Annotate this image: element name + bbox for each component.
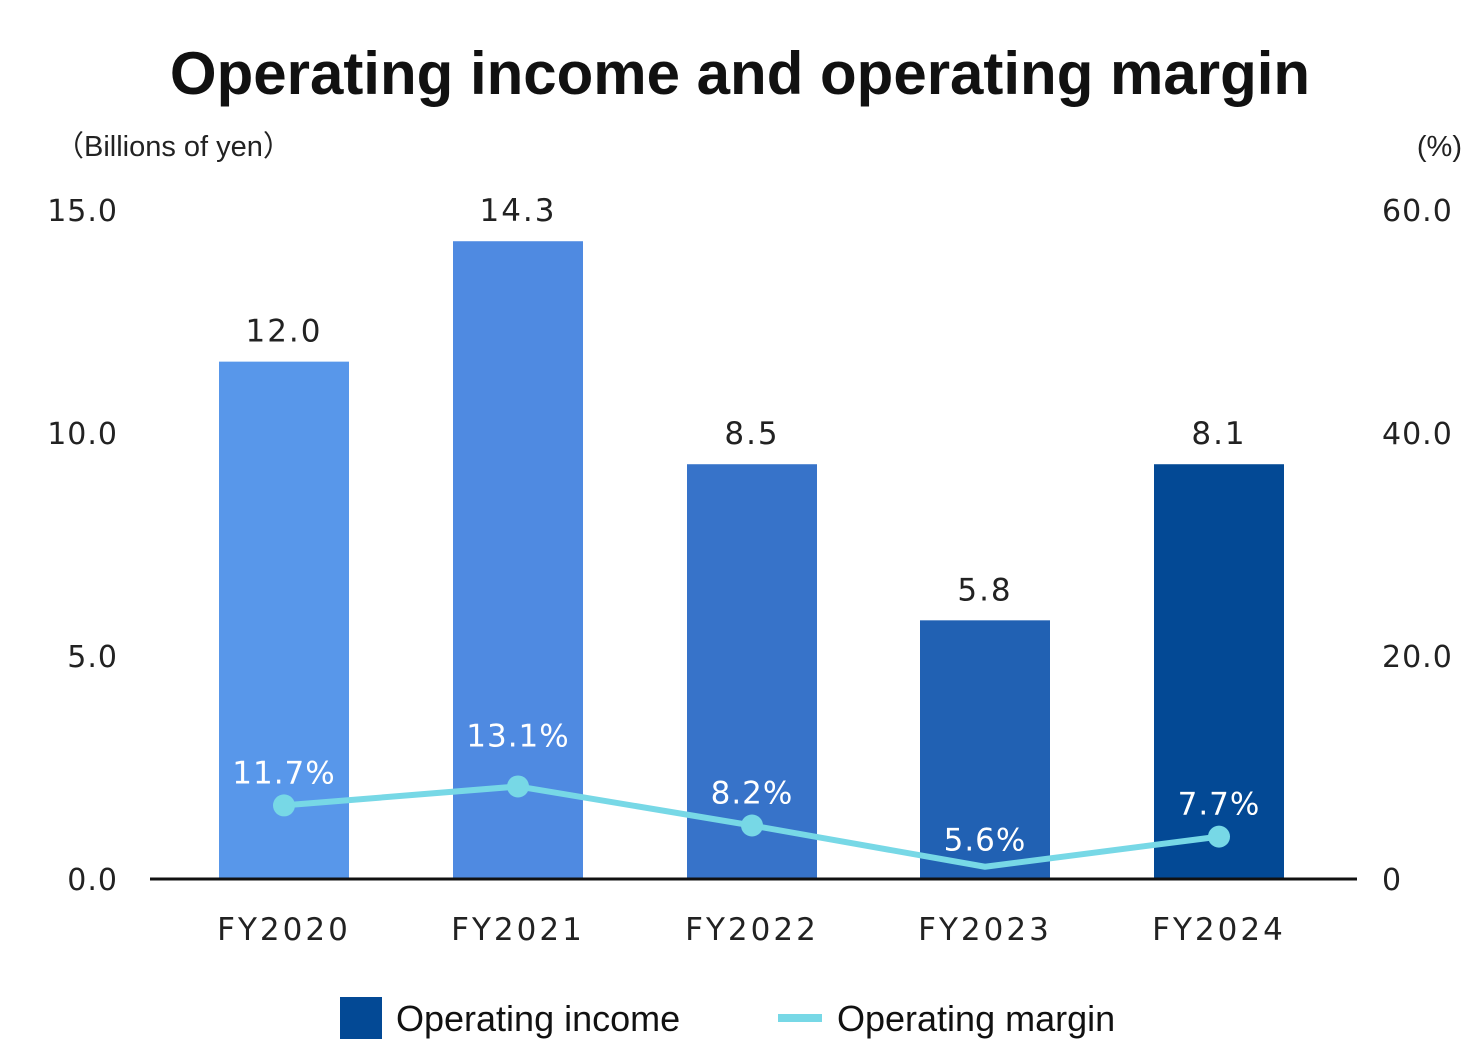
operating-income-labels: 12.0 14.3 8.5 5.8 8.1: [245, 193, 1246, 608]
operating-margin-point: [273, 794, 295, 817]
right-tick-label: 40.0: [1382, 417, 1453, 452]
left-tick-label: 15.0: [47, 194, 118, 229]
right-axis-ticks: 0 20.0 40.0 60.0: [1382, 194, 1453, 898]
category-labels: FY2020 FY2021 FY2022 FY2023 FY2024: [217, 912, 1286, 948]
chart-title: Operating income and operating margin: [170, 40, 1310, 107]
operating-margin-point: [1208, 825, 1230, 848]
category-label: FY2021: [451, 912, 585, 948]
legend-label-operating-income: Operating income: [396, 998, 680, 1039]
category-label: FY2022: [685, 912, 819, 948]
left-axis-unit: （Billions of yen）: [55, 131, 292, 163]
legend-swatch-operating-income: [340, 997, 382, 1039]
right-tick-label: 60.0: [1382, 194, 1453, 229]
left-tick-label: 0.0: [67, 863, 118, 898]
right-axis-unit: (%): [1417, 131, 1462, 163]
right-tick-label: 20.0: [1382, 640, 1453, 675]
operating-margin-point: [507, 775, 529, 798]
right-tick-label: 0: [1382, 863, 1402, 898]
operating-margin-point: [741, 814, 763, 837]
bar-value-label: 14.3: [479, 193, 556, 229]
left-tick-label: 10.0: [47, 417, 118, 452]
operating-margin-label: 5.6%: [944, 823, 1027, 859]
operating-income-bars: [219, 241, 1284, 880]
bar-value-label: 12.0: [245, 314, 322, 350]
operating-margin-series: 11.7% 13.1% 8.2% 5.6% 7.7%: [232, 718, 1261, 870]
left-axis-ticks: 0.0 5.0 10.0 15.0: [47, 194, 118, 898]
bar-fy2023: [920, 620, 1050, 879]
bar-fy2024: [1154, 464, 1284, 879]
operating-margin-label: 11.7%: [232, 755, 335, 791]
category-label: FY2024: [1152, 912, 1286, 948]
legend-label-operating-margin: Operating margin: [837, 998, 1115, 1039]
bar-fy2020: [219, 361, 349, 879]
bar-value-label: 5.8: [957, 572, 1012, 608]
legend: Operating income Operating margin: [340, 997, 1115, 1039]
left-tick-label: 5.0: [67, 640, 118, 675]
bar-fy2022: [687, 464, 817, 879]
category-label: FY2023: [918, 912, 1052, 948]
bar-value-label: 8.5: [724, 416, 779, 452]
operating-margin-label: 7.7%: [1178, 787, 1261, 823]
operating-margin-label: 13.1%: [466, 718, 569, 754]
operating-margin-label: 8.2%: [711, 775, 794, 811]
bar-value-label: 8.1: [1191, 416, 1246, 452]
category-label: FY2020: [217, 912, 351, 948]
bar-fy2021: [453, 241, 583, 880]
